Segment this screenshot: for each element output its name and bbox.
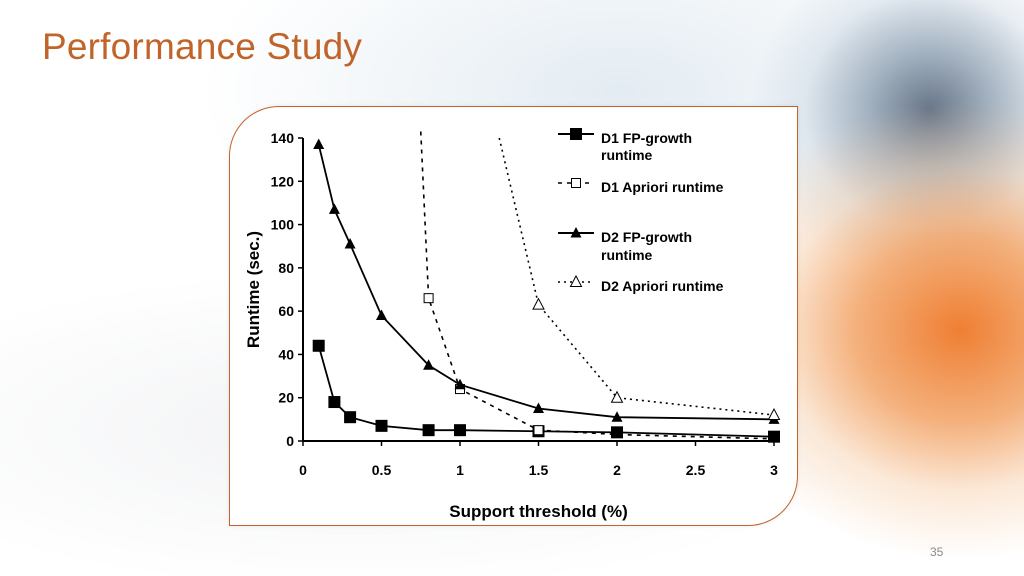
series-1-point xyxy=(454,424,466,437)
y-tick-label: 120 xyxy=(271,173,295,189)
slide-number: 35 xyxy=(930,545,944,559)
y-tick-label: 140 xyxy=(271,130,295,146)
x-tick-label: 1 xyxy=(456,462,464,478)
series-3-point xyxy=(328,203,340,214)
series-1-point xyxy=(328,396,341,409)
series-1-point xyxy=(768,430,780,443)
legend-entry-3: runtime xyxy=(601,247,653,263)
x-tick-label: 2.5 xyxy=(686,462,706,478)
legend-marker-2 xyxy=(571,178,581,188)
series-3-point xyxy=(313,138,325,149)
chart-frame: 0 20 40 60 80 100 120 140 0 0.5 1 1.5 2 2.5 3 Support t… xyxy=(229,106,798,526)
x-axis-label: Support threshold (%) xyxy=(449,502,627,521)
series-3-point xyxy=(344,238,356,249)
series-4-point xyxy=(610,390,624,403)
series-1-point xyxy=(422,424,435,437)
x-tick-label: 0.5 xyxy=(372,462,392,478)
legend-entry-1: D1 FP-growth xyxy=(601,130,692,146)
slide-title: Performance Study xyxy=(42,26,363,67)
series-3-point xyxy=(376,309,387,320)
series-2-point xyxy=(423,293,434,304)
legend-entry-2: D1 Apriori runtime xyxy=(601,179,724,195)
y-axis-label: Runtime (sec.) xyxy=(244,231,263,348)
series-1-point xyxy=(375,419,388,432)
y-tick-label: 80 xyxy=(278,260,294,276)
x-tick-label: 0 xyxy=(299,462,307,478)
legend-marker-1 xyxy=(570,128,582,140)
series-line-4 xyxy=(498,137,775,416)
series-3-point xyxy=(533,402,544,414)
legend-marker-3 xyxy=(570,227,582,238)
legend-entry-4: D2 Apriori runtime xyxy=(601,278,724,294)
legend-entry-3: D2 FP-growth xyxy=(601,229,692,245)
series-line-2 xyxy=(419,131,775,440)
y-tick-label: 100 xyxy=(271,217,295,233)
series-3-point xyxy=(611,411,623,422)
series-1-point xyxy=(312,339,325,352)
series-3-point xyxy=(423,359,435,370)
y-tick-label: 20 xyxy=(278,390,294,406)
series-3-point xyxy=(454,378,466,390)
series-1-point xyxy=(344,411,357,424)
series-2-point xyxy=(533,425,544,436)
y-tick-label: 60 xyxy=(278,303,294,319)
legend-entry-1: runtime xyxy=(601,147,653,163)
y-tick-label: 0 xyxy=(286,433,294,449)
x-tick-label: 3 xyxy=(770,462,778,478)
y-tick-label: 40 xyxy=(278,346,294,362)
series-4-point xyxy=(532,297,545,310)
legend-marker-4 xyxy=(569,274,583,287)
series-4-point xyxy=(767,407,781,421)
runtime-chart: 0 20 40 60 80 100 120 140 0 0.5 1 1.5 2 2.5 3 Support t… xyxy=(244,128,781,521)
x-tick-label: 2 xyxy=(613,462,621,478)
x-tick-label: 1.5 xyxy=(529,462,549,478)
series-1-point xyxy=(611,426,623,439)
